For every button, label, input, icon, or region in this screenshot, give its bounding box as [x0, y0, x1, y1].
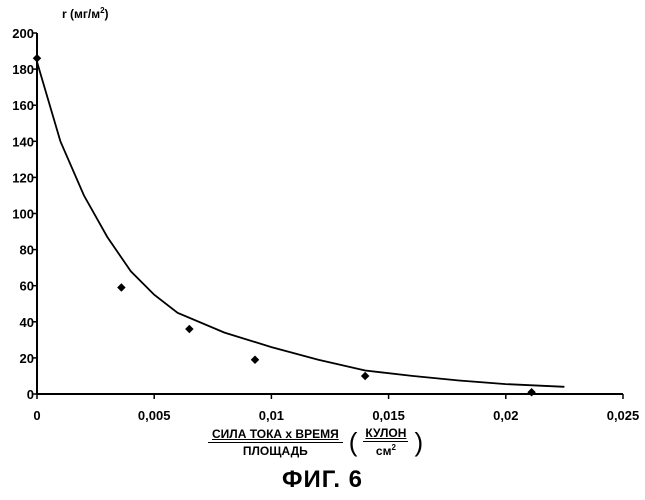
- x-axis-unit-den-sup: 2: [391, 443, 395, 452]
- y-tick-label: 80: [20, 243, 34, 258]
- x-tick-label: 0,015: [372, 408, 405, 423]
- y-tick-label: 60: [20, 279, 34, 294]
- data-point: [117, 283, 125, 291]
- y-tick-label: 140: [12, 134, 34, 149]
- x-axis-label-numerator: СИЛА ТОКА х ВРЕМЯ: [208, 427, 343, 443]
- y-tick-label: 0: [27, 387, 34, 402]
- data-point: [527, 388, 535, 396]
- data-points: [33, 54, 536, 396]
- y-axis-label-main: r (мг/м: [62, 7, 100, 21]
- x-tick-label: 0,005: [138, 408, 171, 423]
- figure-caption: ФИГ. 6: [0, 466, 645, 494]
- y-tick-label: 180: [12, 62, 34, 77]
- x-tick-label: 0: [33, 408, 40, 423]
- y-axis-label: r (мг/м2): [62, 6, 109, 21]
- x-axis-label-fraction: СИЛА ТОКА х ВРЕМЯ ПЛОЩАДЬ: [208, 427, 343, 458]
- x-axis-unit-numerator: КУЛОН: [363, 426, 408, 442]
- y-axis-label-close: ): [105, 7, 109, 21]
- x-tick-label: 0,025: [607, 408, 640, 423]
- axes: [37, 33, 623, 394]
- trendline-group: [37, 62, 564, 387]
- x-tick-label: 0,01: [259, 408, 284, 423]
- x-axis-unit-den-text: см: [376, 444, 392, 458]
- y-tick-label: 40: [20, 315, 34, 330]
- y-tick-label: 200: [12, 26, 34, 41]
- data-point: [33, 54, 41, 62]
- trendline: [37, 62, 564, 387]
- x-axis-ticks: 0 0,005 0,01 0,015 0,02 0,025: [33, 394, 639, 423]
- y-tick-label: 120: [12, 170, 34, 185]
- y-tick-label: 100: [12, 207, 34, 222]
- y-tick-label: 160: [12, 98, 34, 113]
- x-axis-unit-denominator: см2: [376, 442, 396, 458]
- y-axis-ticks: 0 20 40 60 80 100 120 140 160 180 200: [12, 26, 37, 402]
- x-axis-unit-fraction: КУЛОН см2: [363, 426, 408, 458]
- x-unit-close-paren: ): [414, 429, 423, 455]
- x-tick-label: 0,02: [493, 408, 518, 423]
- data-point: [185, 325, 193, 333]
- x-unit-open-paren: (: [349, 429, 358, 455]
- data-point: [251, 355, 259, 363]
- y-tick-label: 20: [20, 351, 34, 366]
- data-point: [361, 372, 369, 380]
- x-axis-label-denominator: ПЛОЩАДЬ: [243, 443, 308, 458]
- x-axis-label: СИЛА ТОКА х ВРЕМЯ ПЛОЩАДЬ ( КУЛОН см2 ): [208, 426, 423, 458]
